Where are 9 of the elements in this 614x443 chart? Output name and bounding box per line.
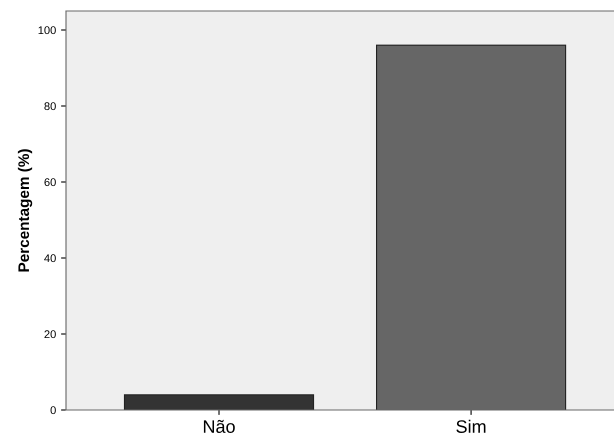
y-tick-label: 100: [38, 26, 56, 34]
x-tick-label: Sim: [456, 420, 486, 433]
y-tick-label: 0: [50, 406, 56, 414]
y-tick-label: 20: [44, 330, 56, 338]
y-axis-title: Percentagem (%): [18, 149, 32, 272]
y-tick-label: 40: [44, 254, 56, 262]
y-tick-label: 80: [44, 102, 56, 110]
x-tick-label: Não: [204, 420, 235, 433]
y-tick-label: 60: [44, 178, 56, 186]
